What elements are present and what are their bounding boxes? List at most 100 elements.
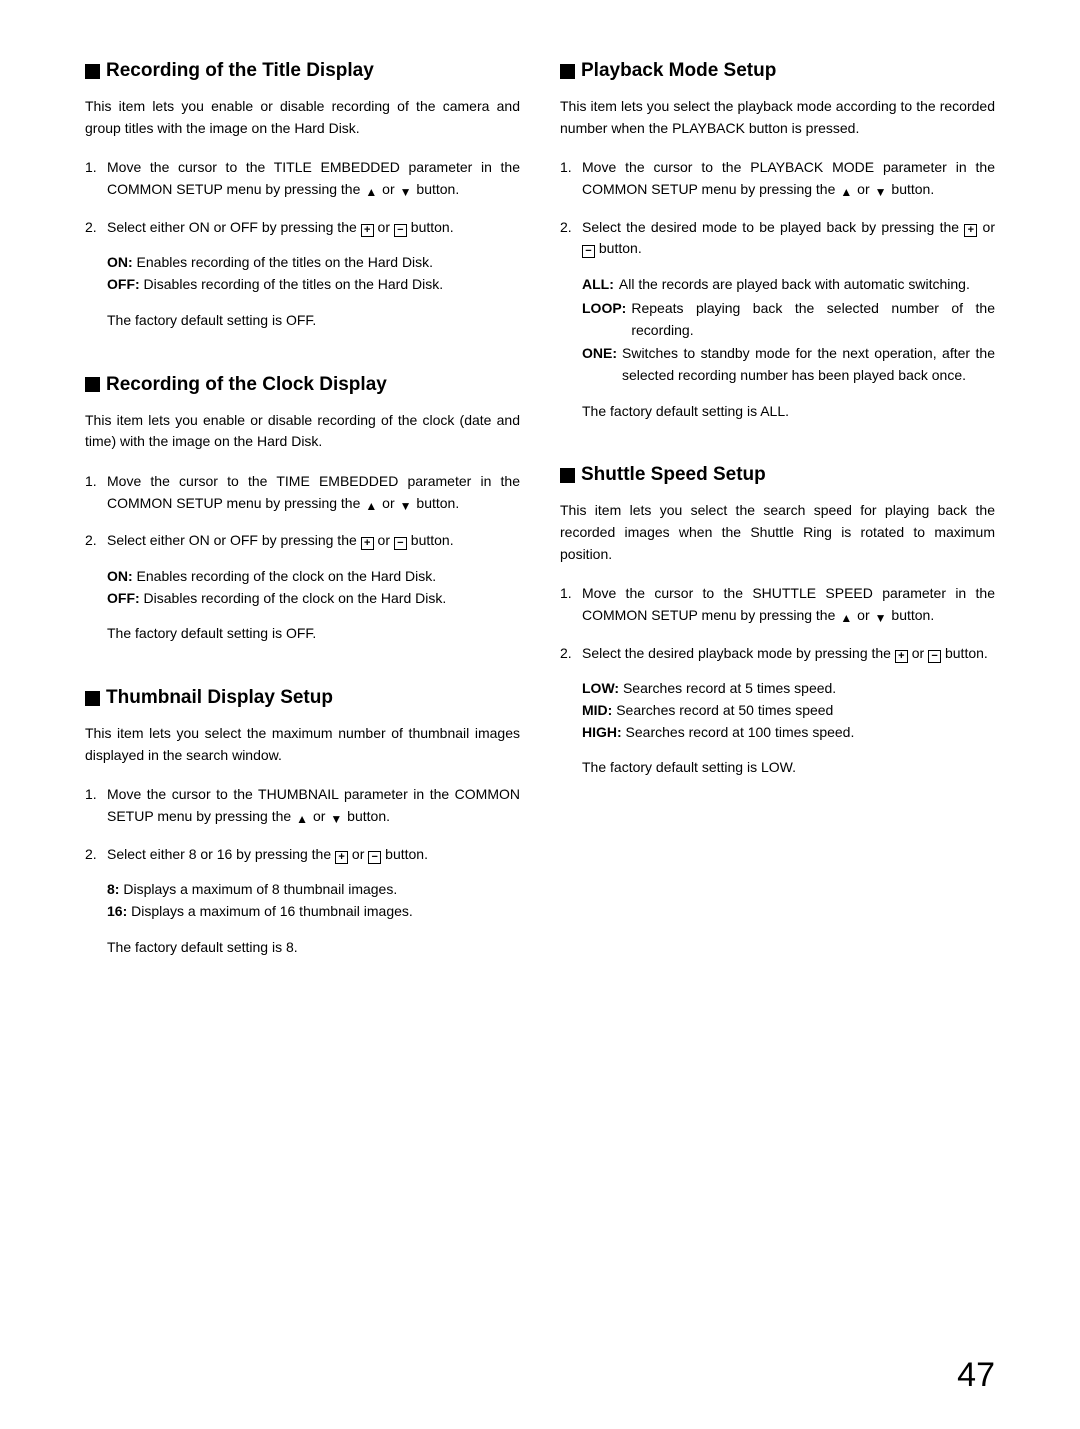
- option-all: ALL: All the records are played back wit…: [582, 274, 995, 296]
- up-arrow-icon: ▲: [295, 813, 309, 827]
- page-number: 47: [957, 1356, 995, 1395]
- option-one: ONE: Switches to standby mode for the ne…: [582, 343, 995, 386]
- intro-text: This item lets you enable or disable rec…: [85, 96, 520, 139]
- intro-text: This item lets you select the maximum nu…: [85, 723, 520, 766]
- steps-list: 1. Move the cursor to the TIME EMBEDDED …: [85, 471, 520, 645]
- option-loop: LOOP: Repeats playing back the selected …: [582, 298, 995, 341]
- up-arrow-icon: ▲: [364, 186, 378, 200]
- minus-icon: −: [928, 650, 941, 663]
- factory-default: The factory default setting is LOW.: [582, 757, 995, 779]
- down-arrow-icon: ▼: [399, 500, 413, 514]
- minus-icon: −: [394, 224, 407, 237]
- square-bullet-icon: [85, 64, 100, 79]
- plus-icon: +: [361, 224, 374, 237]
- minus-icon: −: [368, 851, 381, 864]
- step-body: Move the cursor to the PLAYBACK MODE par…: [582, 157, 995, 200]
- step-body: Select the desired playback mode by pres…: [582, 643, 995, 779]
- heading-text: Shuttle Speed Setup: [581, 464, 766, 486]
- down-arrow-icon: ▼: [874, 612, 888, 626]
- option-low: LOW: Searches record at 5 times speed.: [582, 678, 995, 700]
- heading-shuttle: Shuttle Speed Setup: [560, 464, 995, 486]
- steps-list: 1. Move the cursor to the THUMBNAIL para…: [85, 784, 520, 958]
- intro-text: This item lets you select the search spe…: [560, 500, 995, 565]
- step-number: 2.: [85, 530, 107, 645]
- option-8: 8: Displays a maximum of 8 thumbnail ima…: [107, 879, 520, 901]
- up-arrow-icon: ▲: [364, 500, 378, 514]
- factory-default: The factory default setting is OFF.: [107, 310, 520, 332]
- factory-default: The factory default setting is ALL.: [582, 401, 995, 423]
- down-arrow-icon: ▼: [329, 813, 343, 827]
- intro-text: This item lets you select the playback m…: [560, 96, 995, 139]
- step-body: Move the cursor to the SHUTTLE SPEED par…: [582, 583, 995, 626]
- step-1: 1. Move the cursor to the PLAYBACK MODE …: [560, 157, 995, 200]
- options-block: ON: Enables recording of the clock on th…: [107, 566, 520, 609]
- option-on: ON: Enables recording of the titles on t…: [107, 252, 520, 274]
- two-column-layout: Recording of the Title Display This item…: [85, 60, 995, 1001]
- step-number: 1.: [85, 471, 107, 514]
- step-number: 1.: [85, 784, 107, 827]
- step-body: Move the cursor to the TIME EMBEDDED par…: [107, 471, 520, 514]
- step-2: 2. Select the desired playback mode by p…: [560, 643, 995, 779]
- step-body: Move the cursor to the THUMBNAIL paramet…: [107, 784, 520, 827]
- intro-text: This item lets you enable or disable rec…: [85, 410, 520, 453]
- down-arrow-icon: ▼: [399, 186, 413, 200]
- section-title-display: Recording of the Title Display This item…: [85, 60, 520, 332]
- heading-thumbnail: Thumbnail Display Setup: [85, 687, 520, 709]
- square-bullet-icon: [560, 64, 575, 79]
- section-thumbnail: Thumbnail Display Setup This item lets y…: [85, 687, 520, 959]
- heading-clock-display: Recording of the Clock Display: [85, 374, 520, 396]
- option-mid: MID: Searches record at 50 times speed: [582, 700, 995, 722]
- heading-playback: Playback Mode Setup: [560, 60, 995, 82]
- plus-icon: +: [335, 851, 348, 864]
- square-bullet-icon: [560, 468, 575, 483]
- step-2: 2. Select either ON or OFF by pressing t…: [85, 217, 520, 332]
- step-body: Select either ON or OFF by pressing the …: [107, 217, 520, 332]
- up-arrow-icon: ▲: [839, 186, 853, 200]
- step-number: 1.: [560, 583, 582, 626]
- step-1: 1. Move the cursor to the TITLE EMBEDDED…: [85, 157, 520, 200]
- steps-list: 1. Move the cursor to the SHUTTLE SPEED …: [560, 583, 995, 779]
- plus-icon: +: [964, 224, 977, 237]
- page: Recording of the Title Display This item…: [0, 0, 1080, 1429]
- section-shuttle: Shuttle Speed Setup This item lets you s…: [560, 464, 995, 779]
- options-block: ALL: All the records are played back wit…: [582, 274, 995, 386]
- steps-list: 1. Move the cursor to the PLAYBACK MODE …: [560, 157, 995, 422]
- left-column: Recording of the Title Display This item…: [85, 60, 520, 1001]
- options-block: LOW: Searches record at 5 times speed. M…: [582, 678, 995, 743]
- step-number: 2.: [560, 217, 582, 423]
- option-high: HIGH: Searches record at 100 times speed…: [582, 722, 995, 744]
- factory-default: The factory default setting is 8.: [107, 937, 520, 959]
- square-bullet-icon: [85, 691, 100, 706]
- plus-icon: +: [361, 537, 374, 550]
- section-clock-display: Recording of the Clock Display This item…: [85, 374, 520, 646]
- step-number: 2.: [85, 217, 107, 332]
- square-bullet-icon: [85, 377, 100, 392]
- options-block: 8: Displays a maximum of 8 thumbnail ima…: [107, 879, 520, 922]
- step-body: Select either ON or OFF by pressing the …: [107, 530, 520, 645]
- step-body: Select the desired mode to be played bac…: [582, 217, 995, 423]
- factory-default: The factory default setting is OFF.: [107, 623, 520, 645]
- option-16: 16: Displays a maximum of 16 thumbnail i…: [107, 901, 520, 923]
- step-2: 2. Select the desired mode to be played …: [560, 217, 995, 423]
- step-number: 2.: [560, 643, 582, 779]
- up-arrow-icon: ▲: [839, 612, 853, 626]
- step-number: 1.: [85, 157, 107, 200]
- step-number: 2.: [85, 844, 107, 959]
- option-off: OFF: Disables recording of the titles on…: [107, 274, 520, 296]
- minus-icon: −: [582, 245, 595, 258]
- options-block: ON: Enables recording of the titles on t…: [107, 252, 520, 295]
- step-1: 1. Move the cursor to the SHUTTLE SPEED …: [560, 583, 995, 626]
- option-on: ON: Enables recording of the clock on th…: [107, 566, 520, 588]
- heading-text: Playback Mode Setup: [581, 60, 776, 82]
- heading-text: Recording of the Title Display: [106, 60, 374, 82]
- right-column: Playback Mode Setup This item lets you s…: [560, 60, 995, 1001]
- heading-title-display: Recording of the Title Display: [85, 60, 520, 82]
- heading-text: Recording of the Clock Display: [106, 374, 387, 396]
- step-body: Select either 8 or 16 by pressing the + …: [107, 844, 520, 959]
- step-1: 1. Move the cursor to the THUMBNAIL para…: [85, 784, 520, 827]
- section-playback: Playback Mode Setup This item lets you s…: [560, 60, 995, 422]
- plus-icon: +: [895, 650, 908, 663]
- heading-text: Thumbnail Display Setup: [106, 687, 333, 709]
- option-off: OFF: Disables recording of the clock on …: [107, 588, 520, 610]
- steps-list: 1. Move the cursor to the TITLE EMBEDDED…: [85, 157, 520, 331]
